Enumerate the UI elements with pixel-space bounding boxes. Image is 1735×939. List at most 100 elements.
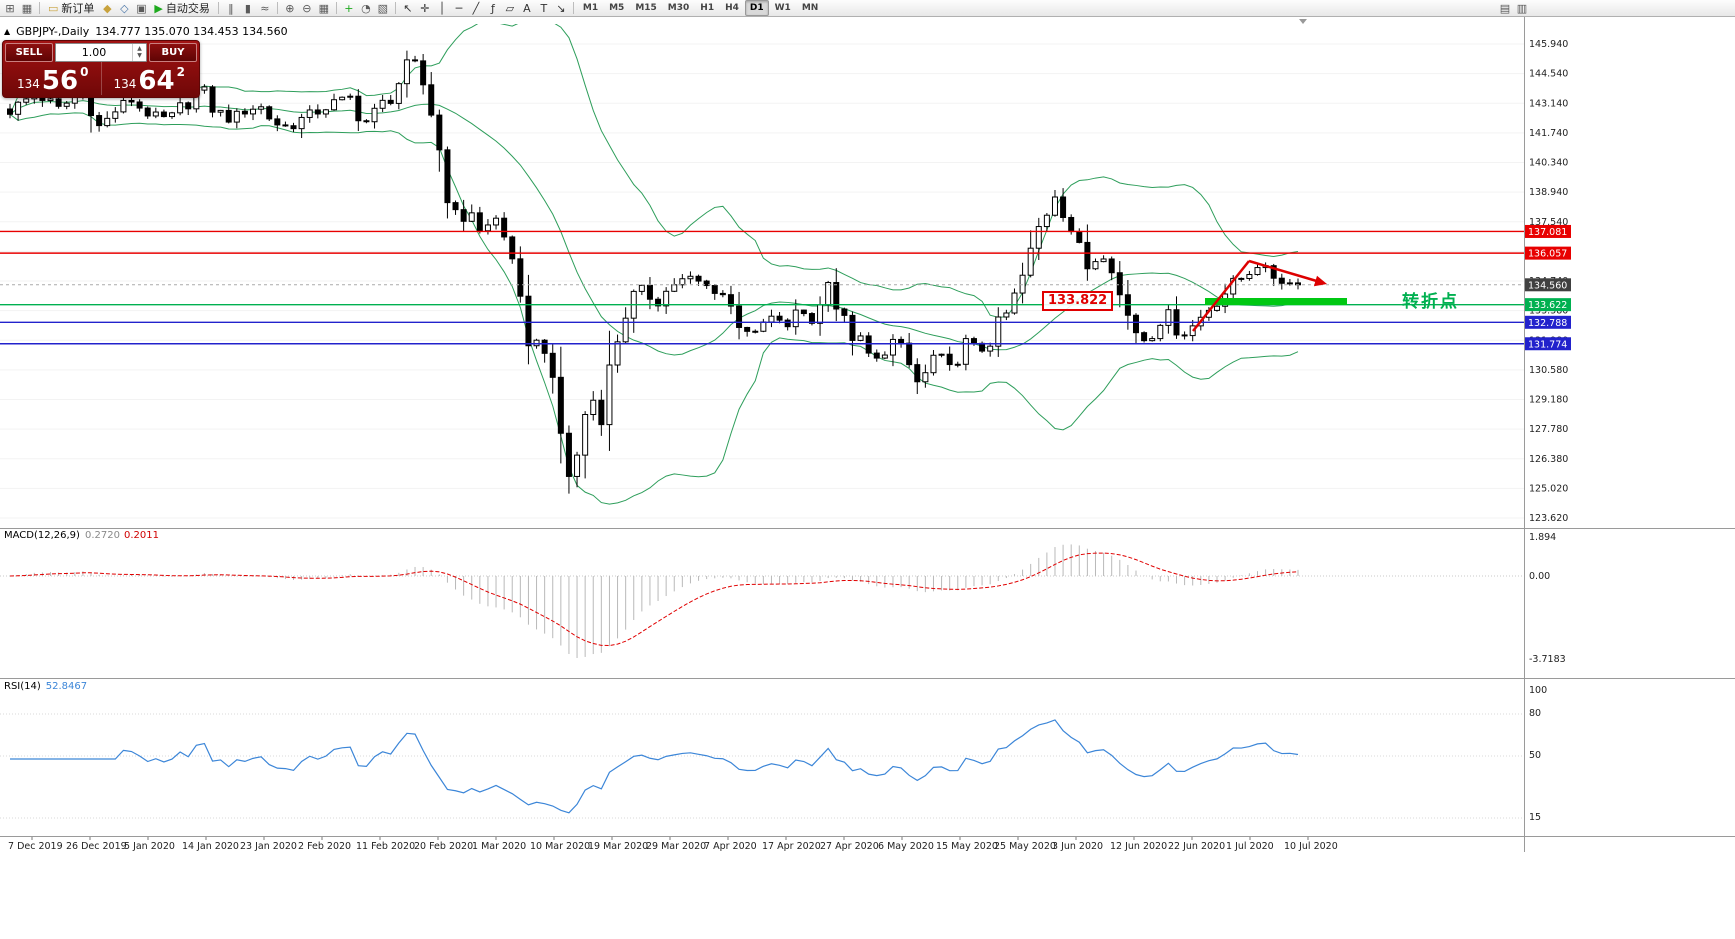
- rsi-value: 52.8467: [45, 681, 88, 692]
- zoom-out-icon[interactable]: ⊖: [299, 1, 315, 16]
- line-chart-icon[interactable]: ≈: [257, 1, 273, 16]
- horizontal-line-icon: ─: [455, 1, 463, 15]
- bollinger-lower-band: [9, 112, 1299, 505]
- buy-price-big: 64: [138, 66, 175, 97]
- toolbar: ⊞ ▦ ▭ 新订单 ◆ ◇ ▣ ▶ 自动交易 ‖ ▮ ≈ ⊕ ⊖ ▦ + ◔ ▧ ↖ ✛ │ ─ ╱ ƒ ▱ A T ↘ M1 M5 M15…: [0, 0, 1735, 17]
- timeframe-h1-button[interactable]: H1: [700, 3, 715, 13]
- indicator-axes: 1.894 0.00 -3.7183 100 80 50 15: [1529, 532, 1566, 823]
- support-segment[interactable]: [1205, 298, 1347, 305]
- timeframe-d1-button[interactable]: D1: [744, 0, 769, 16]
- bar-chart-icon[interactable]: ‖: [223, 1, 239, 16]
- date-axis-label: 12 Jun 2020: [1110, 841, 1167, 852]
- market-watch-icon[interactable]: ◆: [99, 1, 115, 16]
- date-axis-label: 20 Feb 2020: [414, 841, 473, 852]
- new-chart-icon[interactable]: ⊞: [2, 1, 18, 16]
- timeframe-m15-button[interactable]: M15: [635, 3, 657, 13]
- timeframe-h4-button[interactable]: H4: [725, 3, 739, 13]
- price-axis-label: 145.940: [1529, 39, 1568, 50]
- arrows-icon[interactable]: ↘: [553, 1, 569, 16]
- bollinger-upper-band: [9, 24, 1299, 318]
- new-order-button[interactable]: ▭ 新订单: [44, 1, 98, 16]
- date-axis-label: 29 Mar 2020: [646, 841, 706, 852]
- sell-button[interactable]: SELL: [5, 43, 53, 62]
- price-tag-136.057: 136.057: [1528, 249, 1567, 260]
- buy-button[interactable]: BUY: [149, 43, 197, 62]
- window-separators: [0, 17, 1735, 852]
- tile-windows-icon[interactable]: ▦: [316, 1, 332, 16]
- volume-input[interactable]: [56, 46, 132, 59]
- line-chart-icon: ≈: [260, 1, 270, 15]
- sell-price-prefix: 134: [17, 77, 40, 91]
- market-watch-icon: ◆: [103, 1, 112, 15]
- buy-price[interactable]: 134 64 2: [100, 62, 198, 97]
- price-tag-134.560: 134.560: [1528, 280, 1567, 291]
- terminal-icon[interactable]: ▣: [133, 1, 149, 16]
- turning-point-label[interactable]: 转折点: [1402, 292, 1459, 312]
- price-tag-132.788: 132.788: [1528, 318, 1567, 329]
- date-axis-label: 15 May 2020: [936, 841, 998, 852]
- timeframe-m30-button[interactable]: M30: [667, 3, 690, 13]
- fibonacci-icon: ƒ: [490, 1, 495, 15]
- toolbar-separator: [276, 2, 278, 14]
- text-label-icon[interactable]: T: [536, 1, 552, 16]
- price-axis-label: 125.020: [1529, 483, 1568, 494]
- candlestick-chart-icon: ▮: [244, 1, 251, 15]
- trend-arrow-up[interactable]: [1192, 260, 1250, 332]
- timeframe-mn-button[interactable]: MN: [801, 3, 819, 13]
- crosshair-icon[interactable]: ✛: [417, 1, 433, 16]
- autotrading-button[interactable]: ▶ 自动交易: [150, 1, 213, 16]
- print-icon[interactable]: ▤: [1499, 1, 1511, 15]
- timeframe-m5-button[interactable]: M5: [609, 3, 625, 13]
- volume-stepper[interactable]: ▲ ▼: [55, 43, 147, 62]
- candlestick-chart-icon[interactable]: ▮: [240, 1, 256, 16]
- data-window-icon[interactable]: ◇: [116, 1, 132, 16]
- cursor-icon[interactable]: ↖: [400, 1, 416, 16]
- buy-price-sup: 2: [176, 65, 185, 79]
- toolbar-separator: [572, 2, 574, 14]
- fibonacci-icon[interactable]: ƒ: [485, 1, 501, 16]
- shapes-icon: ▱: [505, 1, 515, 15]
- volume-spinner[interactable]: ▲ ▼: [132, 44, 146, 61]
- timeframe-w1-button[interactable]: W1: [774, 3, 791, 13]
- trend-arrow-down[interactable]: [1248, 259, 1321, 284]
- spin-down-icon[interactable]: ▼: [137, 51, 142, 59]
- date-axis-label: 27 Apr 2020: [820, 841, 879, 852]
- oct-collapse-icon[interactable]: ▲: [4, 27, 11, 36]
- indicators-icon[interactable]: +: [341, 1, 357, 16]
- vertical-line-icon: │: [438, 1, 446, 15]
- toolbar-separator: [217, 2, 219, 14]
- date-axis-label: 11 Feb 2020: [356, 841, 415, 852]
- date-axis-label: 7 Dec 2019: [8, 841, 63, 852]
- price-annotation-box[interactable]: 133.822: [1042, 291, 1114, 311]
- text-icon[interactable]: A: [519, 1, 535, 16]
- date-axis-label: 5 Jan 2020: [124, 841, 175, 852]
- sell-price[interactable]: 134 56 0: [5, 62, 101, 95]
- timeframe-m1-button[interactable]: M1: [582, 3, 599, 13]
- horizontal-line-icon[interactable]: ─: [451, 1, 467, 16]
- zoom-in-icon[interactable]: ⊕: [282, 1, 298, 16]
- date-axis-label: 1 Jul 2020: [1226, 841, 1274, 852]
- date-axis-label: 1 Mar 2020: [472, 841, 526, 852]
- periods-icon[interactable]: ◔: [358, 1, 374, 16]
- trendline-icon: ╱: [472, 1, 480, 15]
- chart-title: ▲ GBPJPY-,Daily 134.777 135.070 134.453 …: [4, 25, 288, 38]
- vertical-line-icon[interactable]: │: [434, 1, 450, 16]
- date-axis-label: 23 Jan 2020: [240, 841, 297, 852]
- date-axis-label: 14 Jan 2020: [182, 841, 239, 852]
- templates-icon[interactable]: ▧: [375, 1, 391, 16]
- profiles-icon[interactable]: ▦: [19, 1, 35, 16]
- autotrading-button-label: 自动交易: [165, 1, 210, 15]
- indicator-axis-label: 1.894: [1529, 532, 1556, 543]
- trendline-icon[interactable]: ╱: [468, 1, 484, 16]
- price-axis-label: 141.740: [1529, 128, 1568, 139]
- crosshair-icon: ✛: [420, 1, 430, 15]
- oct-prices: 134 56 0 134 64 2: [3, 62, 199, 97]
- spin-up-icon[interactable]: ▲: [137, 44, 142, 52]
- date-axis-label: 19 Mar 2020: [588, 841, 648, 852]
- toolbars-icon[interactable]: ▥: [1516, 1, 1528, 15]
- price-axis-label: 130.580: [1529, 365, 1568, 376]
- date-axis-label: 22 Jun 2020: [1168, 841, 1225, 852]
- shapes-icon[interactable]: ▱: [502, 1, 518, 16]
